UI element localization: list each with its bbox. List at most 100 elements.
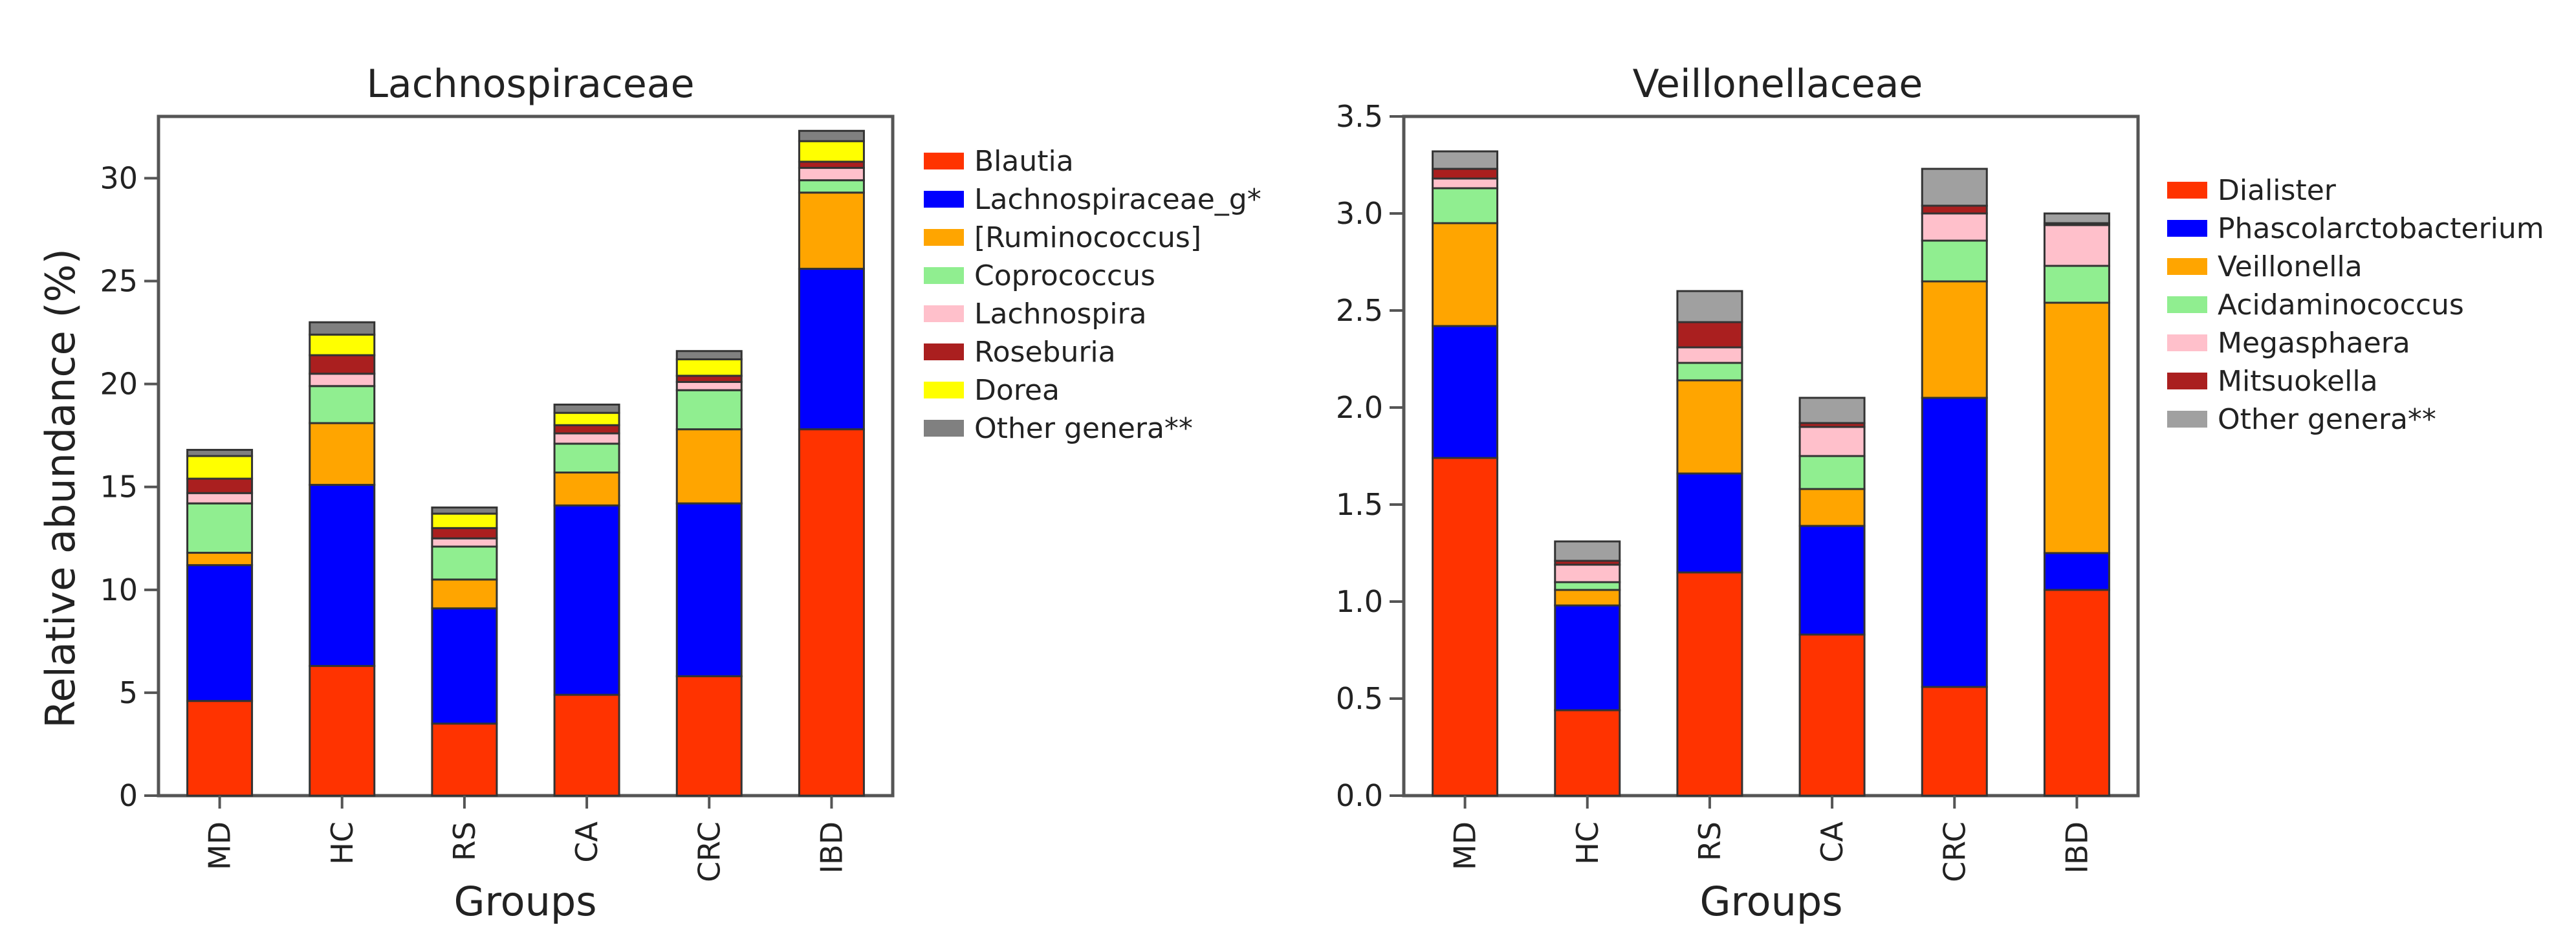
veillonellaceae-bar-ibd-phascolarctobacterium <box>2043 552 2110 591</box>
veillonellaceae-legend: Dialister Phascolarctobacterium Veillonell… <box>2167 174 2544 436</box>
lachnospiraceae-bar-crc-lachnospiraceae-g <box>675 502 743 677</box>
lachnospiraceae-y-tick-label: 10 <box>100 572 138 607</box>
lachnospiraceae-bar-hc-ruminococcus <box>309 422 376 486</box>
veillonellaceae-y-tick-label: 0.5 <box>1336 681 1383 716</box>
lachnospiraceae-bar-rs-other-genera <box>431 506 498 515</box>
veillonellaceae-bar-crc-megasphaera <box>1921 212 1988 242</box>
lachnospiraceae-bar-md-lachnospira <box>186 492 254 505</box>
veillonellaceae-bar-ibd-other-genera <box>2043 212 2110 224</box>
veillonellaceae-bar-crc-phascolarctobacterium <box>1921 397 1988 688</box>
veillonellaceae-legend-label-dialister: Dialister <box>2218 174 2337 207</box>
veillonellaceae-bar-hc-veillonella <box>1554 589 1621 607</box>
lachnospiraceae-legend-label-coprococcus: Coprococcus <box>974 259 1155 292</box>
veillonellaceae-y-tick-label: 3.0 <box>1336 196 1383 231</box>
veillonellaceae-y-tick-label: 2.5 <box>1336 293 1383 328</box>
lachnospiraceae-bar-ibd-dorea <box>798 140 865 163</box>
lachnospiraceae-bar-md-roseburia <box>186 477 254 494</box>
lachnospiraceae-legend-swatch-lachnospiraceae-g <box>924 191 964 208</box>
veillonellaceae-bar-ibd-dialister <box>2043 589 2110 797</box>
lachnospiraceae-legend-label-ruminococcus: [Ruminococcus] <box>974 221 1201 254</box>
veillonellaceae-x-axis-label: Groups <box>1699 878 1842 925</box>
veillonellaceae-bar-ca-dialister <box>1798 633 1866 797</box>
lachnospiraceae-y-ticks: 0 5 10 15 20 25 30 <box>100 160 158 813</box>
lachnospiraceae-bar-hc-blautia <box>309 665 376 797</box>
lachnospiraceae-bar-ibd-ruminococcus <box>798 191 865 270</box>
veillonellaceae-legend-label-other-genera: Other genera** <box>2218 403 2436 436</box>
veillonellaceae-y-tick-label: 1.0 <box>1336 584 1383 619</box>
veillonellaceae-legend-swatch-veillonella <box>2167 258 2207 275</box>
veillonellaceae-x-tick-label-ibd: IBD <box>2059 822 2094 874</box>
lachnospiraceae-bar-hc-dorea <box>309 333 376 356</box>
veillonellaceae-legend-swatch-other-genera <box>2167 411 2207 428</box>
veillonellaceae-bar-md-dialister <box>1432 457 1499 797</box>
veillonellaceae-bar-ca-acidaminococcus <box>1798 455 1866 490</box>
veillonellaceae-plot-frame <box>1402 114 2140 798</box>
veillonellaceae-bar-ibd-megasphaera <box>2043 224 2110 267</box>
veillonellaceae-legend-swatch-phascolarctobacterium <box>2167 220 2207 237</box>
veillonellaceae-bar-crc-veillonella <box>1921 280 1988 399</box>
veillonellaceae-panel: Veillonellaceae Groups 0.0 0.5 1.0 1.5 2.0 2.… <box>1336 61 2544 925</box>
lachnospiraceae-x-tick-label-md: MD <box>202 822 237 870</box>
veillonellaceae-bar-md-other-genera <box>1432 150 1499 170</box>
veillonellaceae-x-ticks: MD HC RS CA CRC IBD <box>1448 796 2094 882</box>
lachnospiraceae-y-tick-label: 5 <box>119 675 138 710</box>
lachnospiraceae-bar-md-blautia <box>186 700 254 797</box>
lachnospiraceae-bars <box>186 129 865 797</box>
veillonellaceae-bar-md-veillonella <box>1432 222 1499 327</box>
lachnospiraceae-bar-rs-lachnospiraceae-g <box>431 607 498 725</box>
veillonellaceae-x-tick-label-md: MD <box>1448 822 1483 870</box>
lachnospiraceae-legend-swatch-ruminococcus <box>924 229 964 246</box>
lachnospiraceae-bar-hc-roseburia <box>309 354 376 375</box>
veillonellaceae-bar-rs-mitsuokella <box>1676 321 1743 349</box>
lachnospiraceae-bar-hc-coprococcus <box>309 385 376 424</box>
lachnospiraceae-bar-rs-blautia <box>431 723 498 797</box>
lachnospiraceae-bar-rs-ruminococcus <box>431 578 498 609</box>
lachnospiraceae-bar-ca-lachnospiraceae-g <box>553 504 620 696</box>
lachnospiraceae-legend-swatch-dorea <box>924 382 964 398</box>
lachnospiraceae-bar-ibd-coprococcus <box>798 179 865 194</box>
lachnospiraceae-bar-md-lachnospiraceae-g <box>186 564 254 702</box>
veillonellaceae-bar-ibd-acidaminococcus <box>2043 265 2110 304</box>
veillonellaceae-legend-label-mitsuokella: Mitsuokella <box>2218 365 2378 398</box>
lachnospiraceae-bar-md-dorea <box>186 455 254 480</box>
veillonellaceae-bar-md-phascolarctobacterium <box>1432 325 1499 459</box>
lachnospiraceae-bar-rs-roseburia <box>431 527 498 539</box>
veillonellaceae-legend-swatch-acidaminococcus <box>2167 296 2207 313</box>
veillonellaceae-y-tick-label: 1.5 <box>1336 487 1383 522</box>
veillonellaceae-bar-crc-other-genera <box>1921 168 1988 207</box>
veillonellaceae-legend-label-acidaminococcus: Acidaminococcus <box>2218 288 2464 321</box>
veillonellaceae-x-tick-label-crc: CRC <box>1937 822 1972 882</box>
veillonellaceae-x-tick-label-ca: CA <box>1815 821 1850 862</box>
veillonellaceae-y-tick-label: 0.0 <box>1336 778 1383 813</box>
lachnospiraceae-bar-rs-coprococcus <box>431 545 498 581</box>
lachnospiraceae-legend-swatch-blautia <box>924 153 964 169</box>
lachnospiraceae-x-axis-label: Groups <box>453 878 596 925</box>
lachnospiraceae-bar-rs-dorea <box>431 512 498 529</box>
veillonellaceae-legend-swatch-mitsuokella <box>2167 373 2207 389</box>
veillonellaceae-bar-ibd-veillonella <box>2043 301 2110 554</box>
lachnospiraceae-bar-hc-lachnospiraceae-g <box>309 484 376 668</box>
lachnospiraceae-x-ticks: MD HC RS CA CRC IBD <box>202 796 849 882</box>
veillonellaceae-bar-hc-dialister <box>1554 709 1621 797</box>
veillonellaceae-bar-rs-other-genera <box>1676 290 1743 323</box>
lachnospiraceae-bar-crc-ruminococcus <box>675 428 743 505</box>
lachnospiraceae-bar-hc-other-genera <box>309 321 376 336</box>
veillonellaceae-bar-ca-megasphaera <box>1798 426 1866 457</box>
veillonellaceae-legend-swatch-dialister <box>2167 182 2207 199</box>
lachnospiraceae-bar-hc-lachnospira <box>309 373 376 387</box>
lachnospiraceae-bar-crc-coprococcus <box>675 389 743 431</box>
lachnospiraceae-legend-swatch-coprococcus <box>924 267 964 284</box>
lachnospiraceae-bar-ca-roseburia <box>553 424 620 435</box>
veillonellaceae-y-tick-label: 3.5 <box>1336 99 1383 134</box>
veillonellaceae-bar-rs-megasphaera <box>1676 346 1743 364</box>
lachnospiraceae-bar-ibd-blautia <box>798 428 865 797</box>
lachnospiraceae-y-tick-label: 20 <box>100 367 138 402</box>
veillonellaceae-legend-swatch-megasphaera <box>2167 334 2207 351</box>
lachnospiraceae-legend-label-roseburia: Roseburia <box>974 336 1116 369</box>
y-axis-label: Relative abundance (%) <box>37 248 84 728</box>
lachnospiraceae-bar-crc-other-genera <box>675 350 743 360</box>
lachnospiraceae-y-tick-label: 0 <box>119 778 138 813</box>
veillonellaceae-bar-rs-acidaminococcus <box>1676 362 1743 382</box>
